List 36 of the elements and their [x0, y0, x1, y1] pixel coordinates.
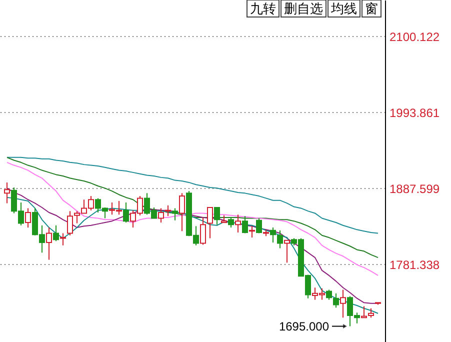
candlestick [25, 208, 31, 228]
candlestick [165, 204, 171, 217]
candlestick [214, 206, 220, 226]
candlestick [123, 202, 129, 224]
candlestick [333, 292, 339, 308]
y-tick-label: 1887.599 [390, 182, 440, 196]
candlestick [200, 217, 206, 246]
candlestick [242, 216, 248, 234]
y-tick-label: 2100.122 [390, 30, 440, 44]
candlestick [53, 224, 59, 242]
candlestick [340, 289, 346, 318]
candlestick [270, 227, 276, 244]
candlestick [228, 217, 234, 228]
candlestick [172, 208, 178, 221]
candlestick [277, 230, 283, 249]
line-series [6, 162, 378, 276]
candlestick [4, 182, 10, 204]
annotation: 1695.000 [278, 319, 330, 334]
candlestick [249, 226, 255, 238]
candlestick [235, 214, 241, 234]
candlestick [46, 227, 52, 260]
candlestick [207, 206, 213, 239]
y-tick-label: 1993.861 [390, 106, 440, 120]
candlestick [284, 240, 290, 264]
candlestick [179, 192, 185, 232]
line-series [6, 156, 378, 258]
candlestick [158, 208, 164, 224]
annotation: 九转 [250, 1, 276, 16]
candlestick [256, 218, 262, 234]
y-tick-label: 1781.338 [390, 258, 440, 272]
annotation: 删自选 [284, 1, 323, 16]
line-series [6, 156, 378, 234]
candlestick [60, 232, 66, 246]
annotation: 窗 [365, 1, 378, 16]
candlestick [326, 289, 332, 300]
annotation: 均线 [330, 1, 357, 16]
